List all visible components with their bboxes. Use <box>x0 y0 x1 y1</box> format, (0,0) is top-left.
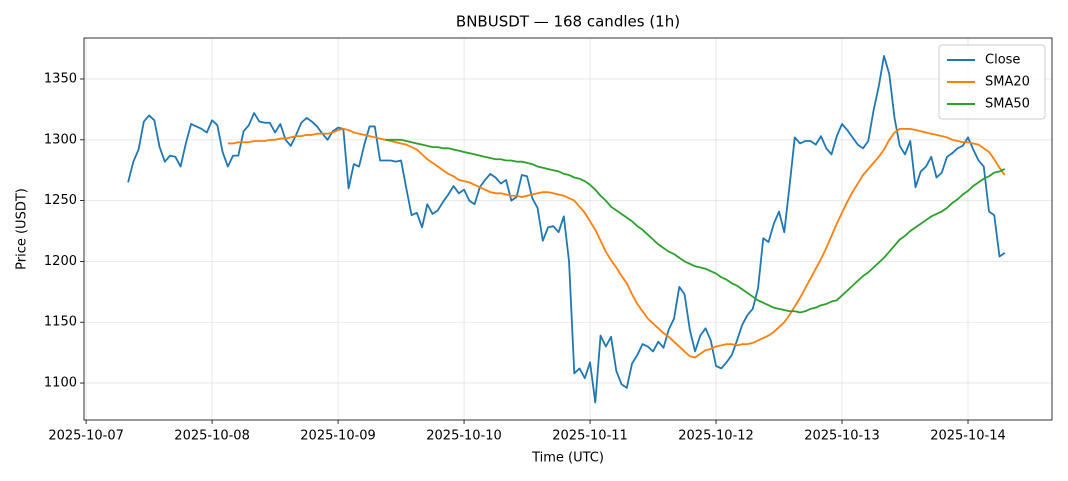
x-tick-label: 2025-10-14 <box>930 429 1006 444</box>
x-tick-label: 2025-10-10 <box>426 429 502 444</box>
plot-frame <box>83 37 1053 421</box>
legend: Close SMA20 SMA50 <box>938 44 1046 120</box>
y-axis-label: Price (USDT) <box>15 188 30 270</box>
line-sma20 <box>227 127 1006 359</box>
y-tick-label: 1100 <box>44 376 77 391</box>
legend-frame <box>938 44 1046 120</box>
y-tick-label: 1350 <box>44 71 77 86</box>
legend-label: SMA20 <box>985 75 1030 90</box>
legend-label: SMA50 <box>985 97 1030 112</box>
x-tick-label: 2025-10-11 <box>552 429 628 444</box>
y-tick-label: 1200 <box>44 254 77 269</box>
x-tick-label: 2025-10-08 <box>174 429 250 444</box>
x-tick-label: 2025-10-13 <box>804 429 880 444</box>
y-tick-label: 1150 <box>44 315 77 330</box>
x-tick-label: 2025-10-09 <box>300 429 376 444</box>
line-sma50 <box>385 138 1006 314</box>
x-tick-label: 2025-10-12 <box>678 429 754 444</box>
x-tick-label: 2025-10-07 <box>48 429 124 444</box>
legend-label: Close <box>985 53 1020 68</box>
chart-title: BNBUSDT — 168 candles (1h) <box>456 13 680 31</box>
y-tick-label: 1300 <box>44 132 77 147</box>
x-axis-label: Time (UTC) <box>531 451 604 466</box>
line-close <box>127 54 1006 404</box>
y-tick-label: 1250 <box>44 193 77 208</box>
